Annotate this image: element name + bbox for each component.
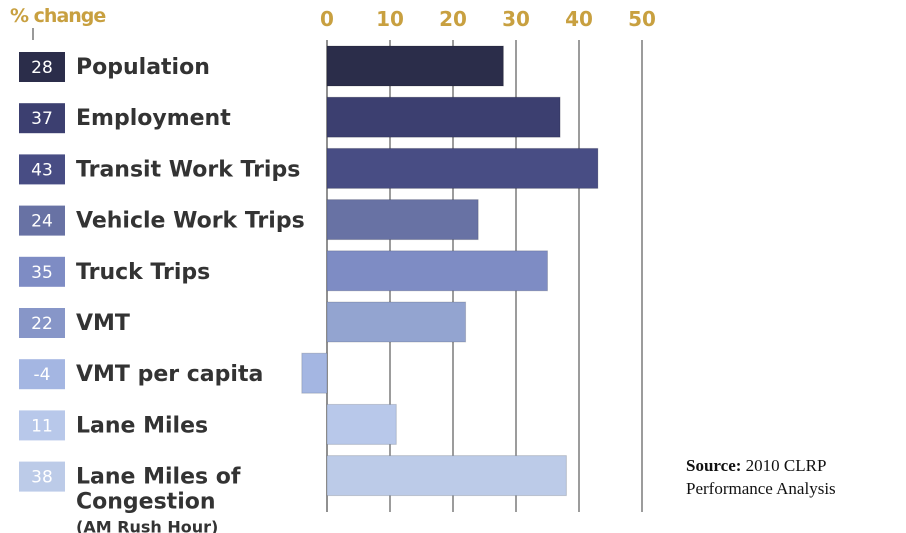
tick-label: 40 [565, 7, 593, 31]
bar-outline [326, 147, 599, 189]
tick-label: 30 [502, 7, 530, 31]
value-badge [19, 52, 65, 82]
bar [327, 250, 548, 291]
bar [301, 353, 327, 394]
bar-outline [301, 352, 328, 394]
bar [327, 404, 397, 445]
category-label: Truck Trips [76, 260, 210, 285]
category-label: Population [76, 55, 210, 80]
bar-outline [326, 301, 467, 343]
value-label: 28 [31, 58, 53, 78]
category-label: Congestion [76, 490, 216, 515]
bar-outline [326, 96, 561, 138]
value-badge [19, 103, 65, 134]
value-label: 11 [31, 416, 53, 436]
category-label: Employment [76, 106, 231, 131]
tick-label: 10 [376, 7, 404, 31]
value-badge [19, 410, 65, 441]
bar [327, 46, 504, 86]
tick-label: 20 [439, 7, 467, 31]
source-label: Source: [686, 456, 742, 475]
value-label: 37 [31, 109, 53, 129]
source-text-line2: Performance Analysis [686, 479, 836, 498]
source-text: 2010 CLRP [745, 456, 827, 475]
value-label: -4 [34, 365, 51, 385]
value-label: 35 [31, 263, 53, 283]
value-label: 22 [31, 314, 53, 334]
value-badge [19, 154, 65, 185]
bar [327, 302, 466, 342]
category-label: Lane Miles of [76, 465, 241, 490]
tick-label: 0 [320, 7, 334, 31]
value-badge [19, 359, 65, 390]
bar-outline [326, 250, 548, 292]
value-badge [19, 205, 65, 236]
category-label: Transit Work Trips [76, 157, 300, 182]
bar [327, 148, 598, 189]
bar [327, 199, 479, 240]
bar-outline [326, 45, 504, 87]
source-note: Source: 2010 CLRP Performance Analysis [686, 454, 836, 500]
bar-outline [326, 403, 397, 445]
value-badge [19, 256, 65, 287]
bar [327, 97, 561, 138]
category-label: VMT [76, 311, 130, 336]
bar-outline [326, 199, 479, 241]
value-badge [19, 308, 65, 338]
value-badge [19, 461, 65, 492]
axis-title: % change [10, 5, 106, 27]
value-label: 43 [31, 160, 53, 180]
value-label: 24 [31, 212, 53, 232]
category-label: (AM Rush Hour) [76, 518, 218, 533]
tick-label: 50 [628, 7, 656, 31]
category-label: Lane Miles [76, 413, 208, 438]
category-label: Vehicle Work Trips [76, 209, 305, 234]
bar-outline [326, 455, 567, 497]
category-label: VMT per capita [76, 362, 263, 387]
bar [327, 455, 567, 496]
value-label: 38 [31, 468, 53, 488]
